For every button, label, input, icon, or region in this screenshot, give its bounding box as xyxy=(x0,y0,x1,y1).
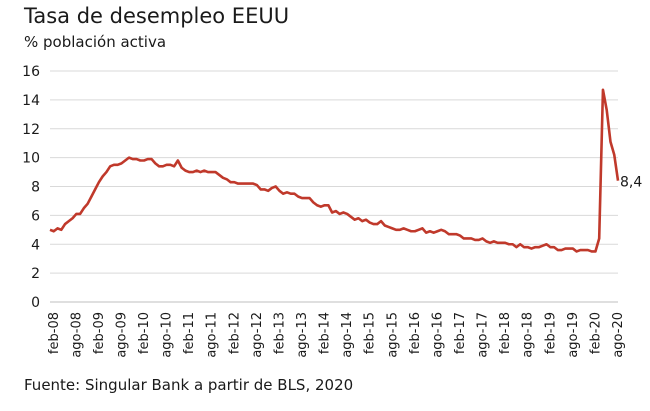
x-tick-label: ago-20 xyxy=(611,312,626,358)
x-tick-label: ago-09 xyxy=(114,312,129,358)
x-axis-ticks: feb-08 ago-08 feb-09 ago-09 feb-10 ago-10 feb-… xyxy=(47,312,626,358)
x-tick-label: ago-18 xyxy=(521,312,536,358)
source-note: Fuente: Singular Bank a partir de BLS, 2… xyxy=(24,376,354,394)
y-tick-label: 6 xyxy=(31,208,40,224)
grid-lines xyxy=(50,70,618,274)
y-tick-label: 8 xyxy=(31,180,40,196)
x-tick-label: feb-09 xyxy=(92,312,107,354)
chart-title: Tasa de desempleo EEUU xyxy=(24,4,290,28)
x-tick-label: feb-16 xyxy=(408,312,423,354)
y-tick-label: 0 xyxy=(31,295,40,311)
x-tick-label: ago-16 xyxy=(430,312,445,358)
y-tick-label: 4 xyxy=(31,237,40,253)
y-tick-label: 16 xyxy=(22,64,40,80)
x-tick-label: feb-20 xyxy=(588,312,603,354)
y-tick-label: 2 xyxy=(31,266,40,282)
x-tick-label: ago-15 xyxy=(385,312,400,358)
x-tick-label: feb-12 xyxy=(227,312,242,354)
unemployment-rate-line xyxy=(49,88,620,253)
x-tick-label: feb-14 xyxy=(318,312,333,354)
x-tick-label: feb-18 xyxy=(498,312,513,354)
x-tick-label: ago-11 xyxy=(205,312,220,358)
x-tick-label: feb-19 xyxy=(543,312,558,354)
x-tick-label: feb-11 xyxy=(182,312,197,354)
y-tick-label: 14 xyxy=(22,93,40,109)
x-tick-label: ago-14 xyxy=(340,312,355,358)
x-tick-label: feb-13 xyxy=(272,312,287,354)
chart-subtitle: % población activa xyxy=(24,33,167,51)
x-tick-label: ago-08 xyxy=(69,312,84,358)
x-tick-label: ago-10 xyxy=(160,312,175,358)
x-tick-label: ago-19 xyxy=(566,312,581,358)
x-tick-label: feb-17 xyxy=(453,312,468,354)
y-tick-label: 10 xyxy=(22,151,40,167)
y-axis-ticks: 0 2 4 6 8 10 12 14 16 xyxy=(22,64,40,311)
x-tick-label: feb-10 xyxy=(137,312,152,354)
x-tick-label: ago-17 xyxy=(476,312,491,358)
y-tick-label: 12 xyxy=(22,122,40,138)
x-tick-label: ago-12 xyxy=(250,312,265,358)
x-tick-label: feb-08 xyxy=(47,312,62,354)
last-value-label: 8,4 xyxy=(620,175,642,191)
x-tick-label: feb-15 xyxy=(363,312,378,354)
x-tick-label: ago-13 xyxy=(295,312,310,358)
